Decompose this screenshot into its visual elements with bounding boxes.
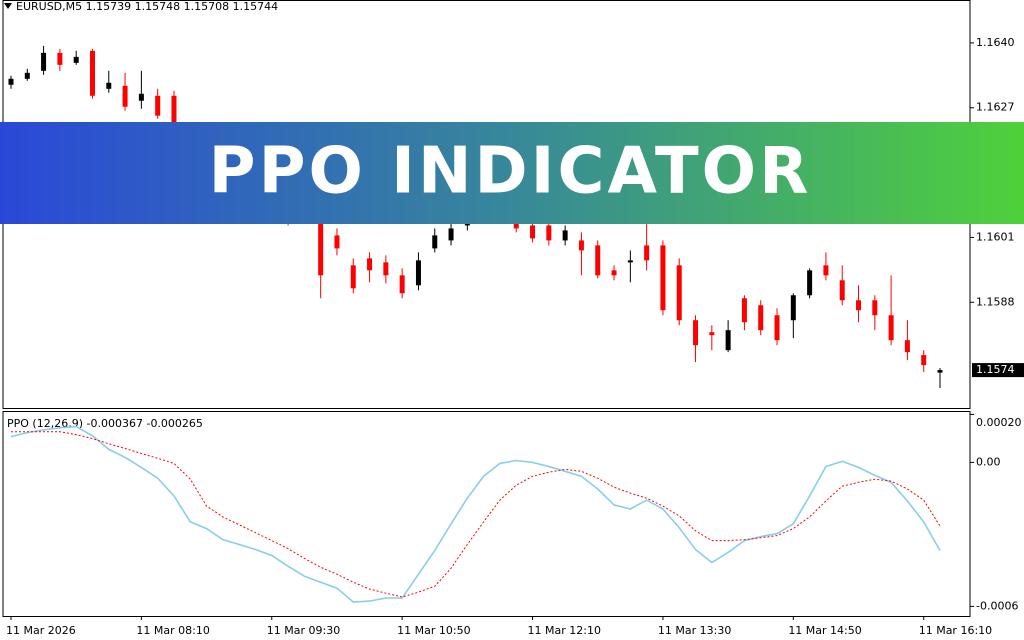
candle-body bbox=[155, 95, 161, 116]
y-tick-label: 1.1588 bbox=[976, 295, 1015, 308]
x-tick-label: 11 Mar 12:10 bbox=[528, 624, 601, 637]
candle-body bbox=[415, 260, 421, 286]
candle-body bbox=[790, 295, 796, 321]
candle-body bbox=[921, 355, 927, 366]
y-tick-label: -0.0006 bbox=[976, 599, 1018, 612]
candle-body bbox=[888, 315, 894, 341]
candle-body bbox=[399, 275, 405, 294]
indicator-header: PPO (12,26,9) -0.000367 -0.000265 bbox=[7, 417, 203, 430]
candle-body bbox=[937, 370, 943, 373]
candle-body bbox=[350, 265, 356, 289]
symbol-header: EURUSD,M5 1.15739 1.15748 1.15708 1.1574… bbox=[16, 0, 278, 13]
candle-body bbox=[807, 270, 813, 296]
overlay: PPO INDICATOR bbox=[0, 122, 1024, 224]
last-price-box bbox=[972, 363, 1024, 378]
candle-body bbox=[89, 50, 95, 96]
candle-body bbox=[627, 260, 633, 263]
x-tick-label: 11 Mar 16:10 bbox=[919, 624, 992, 637]
candle-body bbox=[24, 72, 30, 79]
menu-arrow bbox=[4, 3, 12, 9]
candle-body bbox=[904, 340, 910, 353]
y-tick-label: 1.1640 bbox=[976, 36, 1015, 49]
candle-body bbox=[73, 56, 79, 63]
banner bbox=[0, 122, 1024, 224]
x-tick-label: 11 Mar 2026 bbox=[6, 624, 76, 637]
candle-body bbox=[318, 200, 324, 276]
candle-body bbox=[611, 270, 617, 276]
y-tick-label: 1.1627 bbox=[976, 101, 1015, 114]
y-tick-label: 0.00020 bbox=[976, 416, 1022, 429]
candle-body bbox=[432, 235, 438, 249]
candle-body bbox=[709, 332, 715, 336]
candle-body bbox=[644, 245, 650, 261]
candle-body bbox=[122, 85, 128, 107]
candle-body bbox=[41, 52, 47, 71]
candle-body bbox=[530, 225, 536, 239]
candle-body bbox=[839, 280, 845, 301]
candle-body bbox=[725, 330, 731, 351]
candle-body bbox=[562, 230, 568, 241]
candle-body bbox=[823, 265, 829, 276]
x-tick-label: 11 Mar 09:30 bbox=[267, 624, 340, 637]
indicator-line bbox=[10, 425, 941, 603]
banner-title: PPO INDICATOR bbox=[209, 135, 812, 209]
y-tick-label: 1.1601 bbox=[976, 230, 1015, 243]
candle-body bbox=[448, 228, 454, 241]
x-tick-label: 11 Mar 08:10 bbox=[136, 624, 209, 637]
candle-body bbox=[171, 95, 177, 146]
candle-body bbox=[693, 320, 699, 346]
candle-body bbox=[383, 262, 389, 276]
candle-body bbox=[856, 300, 862, 311]
candle-body bbox=[106, 82, 112, 89]
candle-body bbox=[57, 52, 63, 65]
candle-body bbox=[872, 300, 878, 316]
candle-body bbox=[660, 245, 666, 311]
candle-body bbox=[8, 78, 14, 85]
candle-body bbox=[334, 235, 340, 249]
candle-body bbox=[676, 265, 682, 321]
candle-body bbox=[741, 298, 747, 323]
candle-body bbox=[595, 245, 601, 276]
candle-body bbox=[367, 258, 373, 271]
x-tick-label: 11 Mar 14:50 bbox=[788, 624, 861, 637]
candle-body bbox=[546, 225, 552, 241]
indicator-panel bbox=[2, 411, 971, 617]
x-tick-label: 11 Mar 13:30 bbox=[658, 624, 731, 637]
candle-body bbox=[774, 315, 780, 341]
candle-body bbox=[138, 93, 144, 101]
y-tick-label: 0.00 bbox=[976, 455, 1001, 468]
candle-body bbox=[578, 240, 584, 251]
last-price-label: 1.1574 bbox=[976, 363, 1015, 376]
x-tick-label: 11 Mar 10:50 bbox=[397, 624, 470, 637]
candle-body bbox=[758, 305, 764, 331]
